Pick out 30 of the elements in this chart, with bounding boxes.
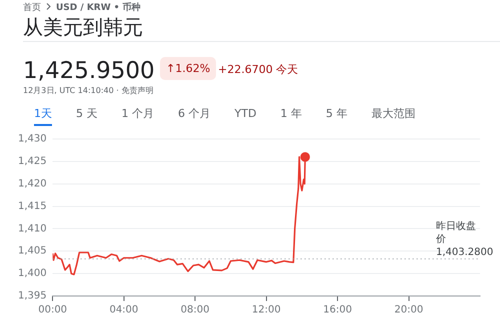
y-tick-label: 1,430 (18, 134, 47, 145)
y-tick-label: 1,425 (18, 156, 47, 168)
text: 5 年 (326, 106, 348, 122)
text: 1,425.9500 (23, 58, 155, 84)
text: 12月3日, UTC 14:10:40 · 免责声明 (23, 85, 154, 96)
x-tick-label: 12:00 (252, 304, 281, 316)
y-tick-label: 1,395 (18, 290, 47, 302)
text: ↑1.62% (160, 57, 216, 80)
text: 6 个月 (178, 106, 210, 122)
text: USD / KRW • 币种 (56, 3, 141, 13)
text: 1 个月 (122, 106, 154, 122)
x-tick-label: 00:00 (38, 304, 68, 316)
text: YTD (234, 107, 256, 122)
text: 最大范围 (371, 106, 416, 122)
y-tick-label: 1,415 (18, 200, 47, 212)
text: 1 年 (280, 106, 302, 122)
x-tick-label: 20:00 (394, 304, 424, 316)
text: 首页 (23, 3, 41, 13)
x-tick-label: 08:00 (180, 304, 210, 316)
text: 1天 (34, 106, 52, 126)
x-tick-label: 04:00 (109, 304, 138, 316)
y-tick-label: 1,400 (18, 268, 47, 280)
y-tick-label: 1,405 (18, 246, 47, 257)
chart-title: 从美元到韩元 (23, 14, 143, 41)
y-tick-label: 1,420 (18, 178, 47, 190)
text: 5 天 (76, 106, 98, 122)
text: +22.6700 今天 (218, 62, 298, 77)
y-tick-label: 1,410 (18, 223, 47, 234)
x-tick-label: 16:00 (323, 304, 352, 316)
ref-line-label: 昨日收盘价 1,403.2800 (435, 220, 494, 258)
